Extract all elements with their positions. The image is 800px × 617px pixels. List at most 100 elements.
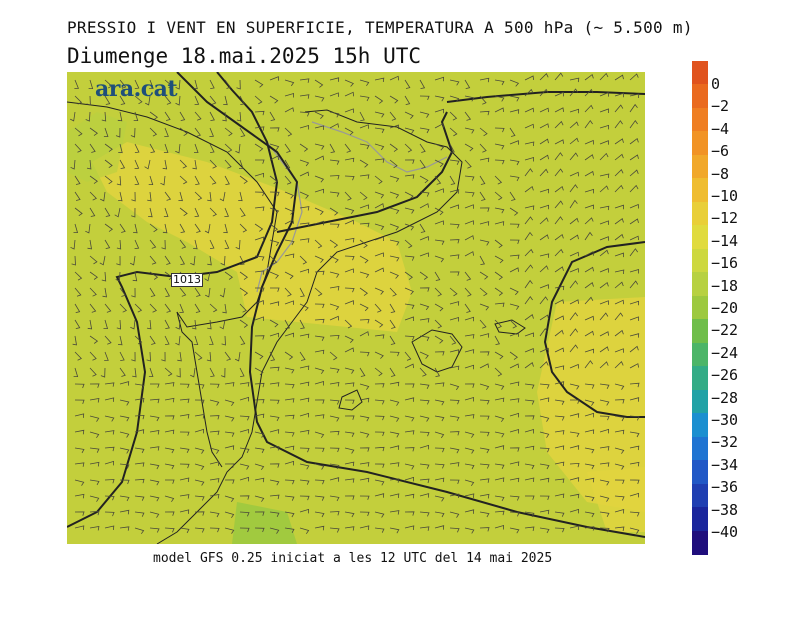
wind-barb — [73, 367, 79, 378]
colorbar-label: 0 — [711, 75, 721, 93]
wind-barb — [464, 383, 475, 388]
wind-barb — [104, 303, 112, 313]
isobar — [446, 91, 645, 103]
wind-barb — [206, 351, 212, 362]
wind-barb — [119, 431, 130, 438]
wind-barb — [389, 415, 400, 422]
wind-barb — [254, 172, 265, 178]
wind-barb — [464, 79, 471, 89]
wind-barb — [209, 415, 220, 420]
wind-barb — [614, 204, 624, 210]
wind-barb — [434, 351, 445, 356]
wind-barb — [539, 265, 549, 273]
wind-barb — [494, 287, 504, 296]
wind-barb — [554, 72, 564, 81]
wind-barb — [284, 219, 294, 225]
wind-barb — [539, 296, 549, 305]
wind-barb — [254, 316, 264, 321]
colorbar-label: −2 — [711, 97, 730, 116]
wind-barb — [89, 175, 98, 184]
wind-barb — [569, 431, 580, 438]
wind-barb — [539, 138, 549, 145]
wind-barb — [314, 125, 325, 130]
wind-barb — [74, 447, 85, 454]
wind-barb — [509, 239, 520, 245]
wind-barb — [269, 494, 280, 500]
wind-barb — [359, 255, 369, 264]
wind-barb — [614, 184, 624, 193]
wind-barb — [374, 351, 384, 359]
wind-barb — [525, 495, 535, 500]
wind-barb — [524, 463, 535, 470]
wind-barb — [284, 527, 295, 533]
wind-barb — [524, 332, 534, 337]
wind-barb — [479, 351, 490, 356]
wind-barb — [389, 319, 396, 329]
wind-barb — [434, 76, 445, 82]
wind-barb — [194, 383, 205, 389]
wind-barb — [209, 461, 220, 466]
wind-barb — [614, 495, 625, 501]
colorbar-segment — [692, 225, 708, 250]
colorbar-segment — [692, 483, 708, 509]
wind-barb — [148, 367, 154, 377]
wind-barb — [177, 351, 182, 362]
wind-barb — [359, 331, 369, 337]
colorbar-segment — [692, 342, 708, 368]
wind-barb — [479, 383, 490, 391]
wind-barb — [131, 287, 136, 298]
wind-barb — [314, 447, 325, 453]
wind-barb — [359, 351, 370, 357]
wind-barb — [114, 207, 121, 218]
wind-barb — [569, 88, 579, 97]
wind-barb — [539, 123, 549, 129]
wind-barb — [359, 239, 368, 249]
wind-barb — [104, 95, 111, 105]
wind-barb — [569, 77, 580, 83]
wind-barb — [239, 127, 246, 137]
wind-barb — [614, 415, 625, 422]
wind-barb — [569, 493, 580, 499]
wind-barb — [314, 367, 325, 375]
colorbar-label: −32 — [711, 433, 739, 452]
wind-barb — [299, 447, 310, 453]
wind-barb — [329, 175, 340, 180]
wind-barb — [419, 493, 430, 498]
wind-barb — [209, 175, 217, 185]
wind-barb — [524, 526, 535, 531]
forecast-datetime: Diumenge 18.mai.2025 15h UTC — [67, 44, 422, 68]
wind-barb — [179, 398, 190, 404]
wind-barb — [269, 143, 280, 151]
wind-barb — [464, 431, 475, 438]
wind-barb — [389, 223, 400, 231]
wind-barb — [89, 367, 97, 377]
wind-barb — [299, 397, 310, 403]
wind-barb — [222, 111, 227, 122]
wind-barb — [149, 495, 160, 502]
wind-barb — [209, 527, 220, 533]
wind-barb — [599, 495, 610, 502]
wind-barb — [329, 223, 340, 229]
wind-barb — [164, 397, 175, 403]
wind-barb — [449, 175, 456, 185]
wind-barb — [449, 254, 460, 259]
wind-barb — [314, 303, 325, 309]
wind-barb — [284, 479, 295, 485]
wind-barb — [494, 191, 503, 201]
wind-barb — [149, 527, 160, 533]
wind-barb — [74, 319, 81, 329]
wind-barb — [419, 431, 430, 437]
colorbar-segment — [692, 530, 708, 555]
wind-barb — [224, 143, 233, 153]
wind-barb — [434, 175, 442, 185]
wind-barb — [419, 127, 430, 134]
colorbar-segment — [692, 460, 708, 485]
wind-barb — [314, 349, 325, 355]
wind-barb — [359, 415, 370, 422]
wind-barb — [509, 127, 516, 137]
wind-barb — [224, 207, 229, 217]
wind-barb — [359, 383, 370, 390]
wind-barb — [389, 124, 399, 130]
wind-barb — [509, 319, 518, 329]
wind-barb — [299, 191, 309, 199]
